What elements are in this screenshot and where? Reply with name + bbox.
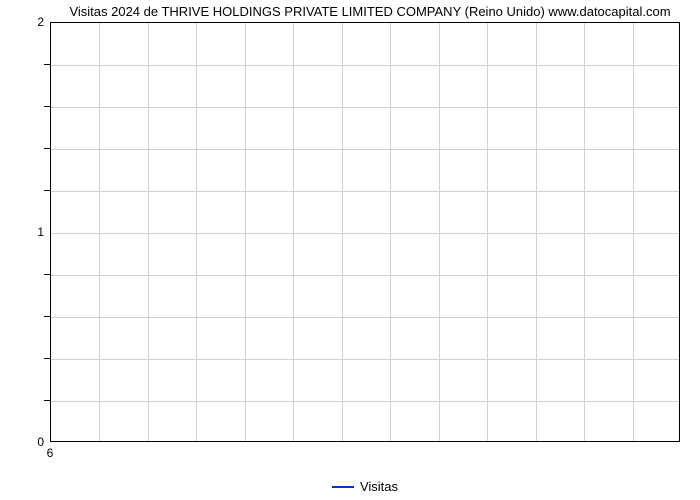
gridline-v	[536, 23, 537, 441]
gridline-v	[293, 23, 294, 441]
y-minor-tick	[44, 106, 50, 107]
gridline-v	[148, 23, 149, 441]
gridline-v	[196, 23, 197, 441]
gridline-v	[342, 23, 343, 441]
gridline-v	[99, 23, 100, 441]
chart-title: Visitas 2024 de THRIVE HOLDINGS PRIVATE …	[50, 4, 690, 19]
y-minor-tick	[44, 148, 50, 149]
y-minor-tick	[44, 400, 50, 401]
gridline-v	[487, 23, 488, 441]
gridline-v	[439, 23, 440, 441]
gridline-v	[245, 23, 246, 441]
y-minor-tick	[44, 274, 50, 275]
x-axis-label: 6	[47, 446, 54, 460]
y-axis-label: 2	[4, 15, 44, 29]
gridline-v	[633, 23, 634, 441]
y-axis-label: 1	[4, 225, 44, 239]
y-minor-tick	[44, 316, 50, 317]
y-minor-tick	[44, 358, 50, 359]
y-minor-tick	[44, 64, 50, 65]
y-axis-label: 0	[4, 435, 44, 449]
visits-chart: Visitas 2024 de THRIVE HOLDINGS PRIVATE …	[0, 0, 700, 500]
gridline-v	[584, 23, 585, 441]
legend-swatch	[332, 486, 354, 488]
legend-label: Visitas	[360, 479, 398, 494]
legend: Visitas	[50, 476, 680, 495]
gridline-v	[390, 23, 391, 441]
plot-area	[50, 22, 680, 442]
y-minor-tick	[44, 190, 50, 191]
